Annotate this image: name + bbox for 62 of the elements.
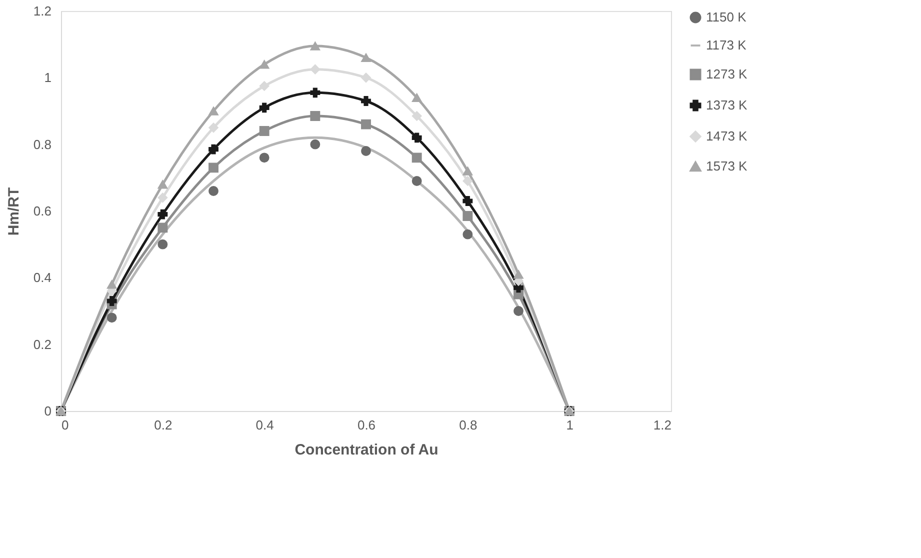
point [412, 93, 422, 102]
point [412, 132, 422, 143]
point [208, 122, 218, 133]
point [310, 42, 320, 50]
point [310, 64, 320, 74]
point [259, 152, 270, 163]
point [208, 186, 218, 196]
point [310, 139, 320, 150]
y-tick-label: 0.4 [33, 270, 52, 286]
point [310, 111, 320, 121]
point [208, 162, 218, 173]
point [462, 176, 473, 186]
point [361, 72, 371, 83]
point [158, 180, 168, 189]
point [412, 152, 422, 163]
y-axis-title: Hm/RT [5, 187, 22, 236]
point [361, 96, 371, 106]
x-tick-label: 0.2 [154, 418, 172, 432]
x-tick-label: 0.8 [459, 418, 478, 432]
point [208, 106, 218, 116]
legend-label: 1273 K [706, 66, 748, 82]
point [158, 222, 168, 233]
point [158, 192, 168, 203]
point [412, 176, 422, 186]
point [106, 296, 117, 306]
point [106, 280, 117, 289]
y-tick-label: 1.2 [33, 4, 52, 18]
point [106, 312, 117, 323]
point [412, 111, 422, 121]
y-tick-label: 0.8 [33, 136, 52, 152]
point [514, 306, 524, 316]
legend-label: 1373 K [706, 98, 748, 112]
x-tick-label: 1.2 [653, 418, 672, 432]
point [259, 126, 270, 136]
point [361, 119, 371, 130]
point [259, 60, 270, 69]
point [514, 270, 524, 279]
point [259, 102, 270, 113]
legend-label: 1173 K [706, 38, 747, 52]
x-tick-label: 1 [566, 418, 574, 432]
legend-label: 1150 K [706, 10, 747, 24]
y-tick-label: 0.6 [33, 204, 52, 218]
y-tick-label: 0 [44, 404, 52, 418]
point [208, 144, 218, 154]
x-tick-label: 0.4 [256, 418, 274, 432]
point [310, 88, 320, 98]
point [158, 239, 168, 250]
x-axis-title: Concentration of Au [294, 442, 438, 458]
x-tick-label: 0.6 [357, 418, 376, 432]
x-tick-label: 0 [62, 418, 69, 432]
point [361, 146, 371, 156]
point [462, 196, 473, 206]
y-tick-label: 1 [44, 70, 52, 86]
legend-label: 1473 K [706, 128, 748, 144]
point [158, 209, 168, 220]
legend-label: 1573 K [706, 158, 748, 174]
point [462, 229, 473, 240]
point [361, 53, 371, 62]
y-tick-label: 0.2 [33, 336, 52, 352]
point [259, 81, 270, 91]
point [462, 166, 473, 176]
point [462, 211, 473, 221]
